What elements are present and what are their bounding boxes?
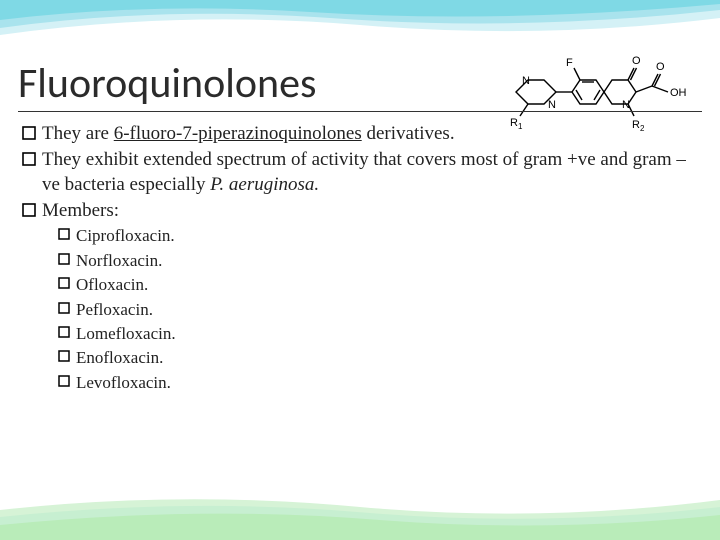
bullet-text: They exhibit extended spectrum of activi… [42,148,702,197]
bottom-wave-decoration [0,485,720,540]
hollow-square-icon [58,277,70,289]
member-text: Ciprofloxacin. [76,225,175,247]
hollow-square-icon [58,326,70,338]
members-list: Ciprofloxacin. Norfloxacin. Ofloxacin. P… [22,225,702,394]
hollow-square-icon [22,126,36,140]
member-item: Enofloxacin. [58,347,702,369]
member-text: Pefloxacin. [76,299,153,321]
member-text: Levofloxacin. [76,372,171,394]
bullet-item: They are 6-fluoro-7-piperazinoquinolones… [22,122,702,146]
title-underline [18,111,702,112]
slide-content: Fluoroquinolones They are 6-fluoro-7-pip… [18,58,702,396]
slide-title: Fluoroquinolones [18,58,702,109]
bullet-text: They are 6-fluoro-7-piperazinoquinolones… [42,122,702,146]
hollow-square-icon [58,302,70,314]
hollow-square-icon [58,253,70,265]
hollow-square-icon [22,203,36,217]
member-item: Levofloxacin. [58,372,702,394]
member-item: Ofloxacin. [58,274,702,296]
member-item: Pefloxacin. [58,299,702,321]
member-text: Lomefloxacin. [76,323,176,345]
bullet-item: Members: [22,199,702,223]
bullet-text: Members: [42,199,702,223]
member-text: Norfloxacin. [76,250,162,272]
member-text: Enofloxacin. [76,347,163,369]
bullet-item: They exhibit extended spectrum of activi… [22,148,702,197]
hollow-square-icon [58,375,70,387]
member-item: Norfloxacin. [58,250,702,272]
hollow-square-icon [22,152,36,166]
hollow-square-icon [58,228,70,240]
member-item: Lomefloxacin. [58,323,702,345]
member-item: Ciprofloxacin. [58,225,702,247]
bullet-list: They are 6-fluoro-7-piperazinoquinolones… [18,122,702,394]
member-text: Ofloxacin. [76,274,148,296]
hollow-square-icon [58,350,70,362]
